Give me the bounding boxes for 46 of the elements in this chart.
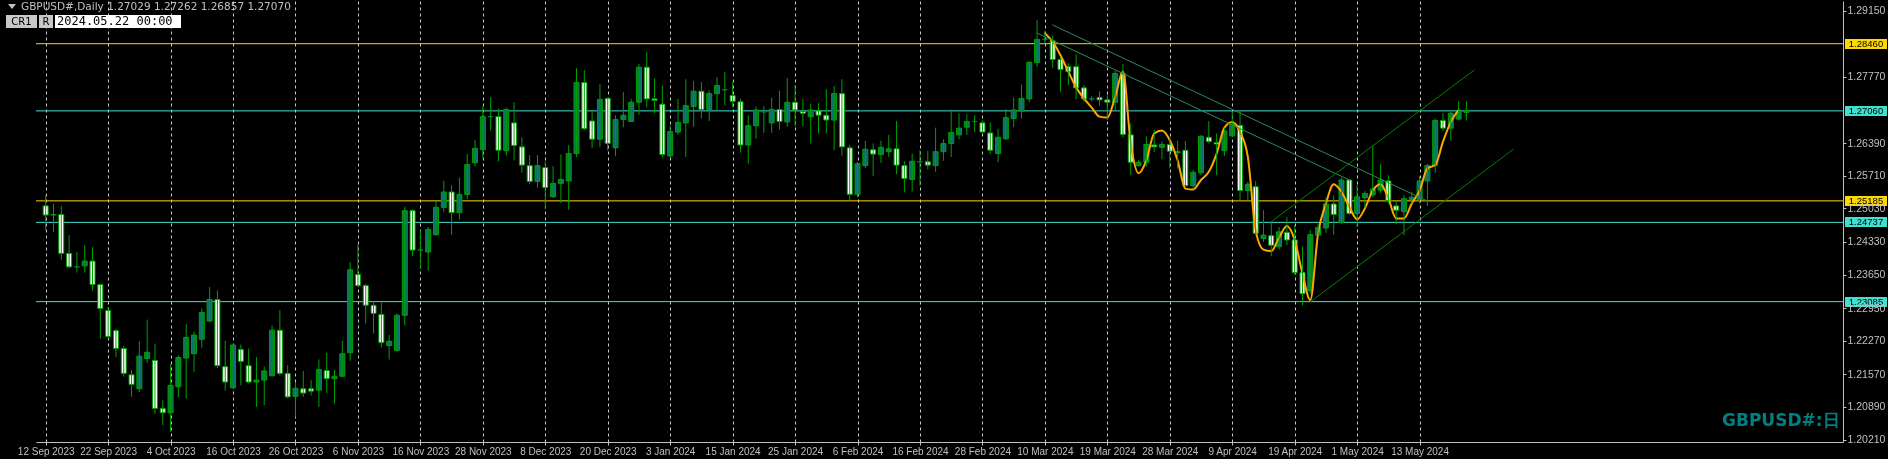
candlestick [230,344,237,389]
x-tick-label: 28 Mar 2024 [1142,445,1199,457]
x-tick-label: 28 Nov 2023 [454,445,513,457]
y-tick-label: 1.29150 [1847,4,1886,17]
x-tick-label: 16 Nov 2023 [392,445,450,457]
line-series [1043,32,1460,301]
annotation: 2024.05.22 00:00 [55,14,181,28]
x-tick-label: 28 Feb 2024 [954,445,1012,457]
ref-line-label: 1.27060 [1845,104,1887,116]
y-tick-label: 1.25710 [1847,169,1886,182]
x-tick-label: 12 Sep 2023 [17,445,75,457]
x-tick-label: 20 Dec 2023 [579,445,638,457]
x-tick-label: 1 May 2024 [1331,445,1385,457]
x-tick-label: 4 Oct 2023 [146,445,196,457]
y-tick-label: 1.27770 [1847,70,1886,83]
y-tick-label: 1.22270 [1847,334,1886,347]
x-tick-label: 16 Feb 2024 [892,445,949,457]
ref-line-label: 1.28460 [1845,37,1887,49]
annotation: GBPUSD#:日 [1722,410,1840,430]
x-tick-label: 9 Apr 2024 [1208,445,1258,457]
annotation: R [39,15,53,28]
y-tick-label: 1.23650 [1847,268,1886,281]
x-tick-label: 13 May 2024 [1391,445,1450,457]
candlestick [1393,201,1400,225]
x-tick-label: 25 Jan 2024 [768,445,824,457]
y-tick-label: 1.21570 [1847,367,1886,380]
x-tick-label: 19 Mar 2024 [1079,445,1137,457]
y-tick-label: 1.26390 [1847,136,1886,149]
x-tick-label: 22 Sep 2023 [80,445,138,457]
x-tick-label: 26 Oct 2023 [268,445,324,457]
x-tick-label: 3 Jan 2024 [645,445,696,457]
candlestick [1151,129,1158,153]
x-tick-label: 16 Oct 2023 [206,445,262,457]
x-tick-label: 6 Nov 2023 [332,445,385,457]
x-tick-label: 8 Dec 2023 [520,445,572,457]
chart-title: GBPUSD#,Daily 1.27029 1.27262 1.26857 1.27070 [21,0,291,12]
y-tick-label: 1.20210 [1847,433,1886,446]
candlestick [1213,132,1220,176]
y-tick-label: 1.20890 [1847,400,1886,413]
ref-line-label: 1.24737 [1845,216,1887,228]
y-tick-label: 1.24330 [1847,235,1886,248]
x-tick-label: 15 Jan 2024 [705,445,762,457]
x-tick-label: 6 Feb 2024 [832,445,884,457]
x-tick-label: 10 Mar 2024 [1017,445,1074,457]
x-tick-label: 19 Apr 2024 [1268,445,1323,457]
text: CR1 [6,15,37,28]
